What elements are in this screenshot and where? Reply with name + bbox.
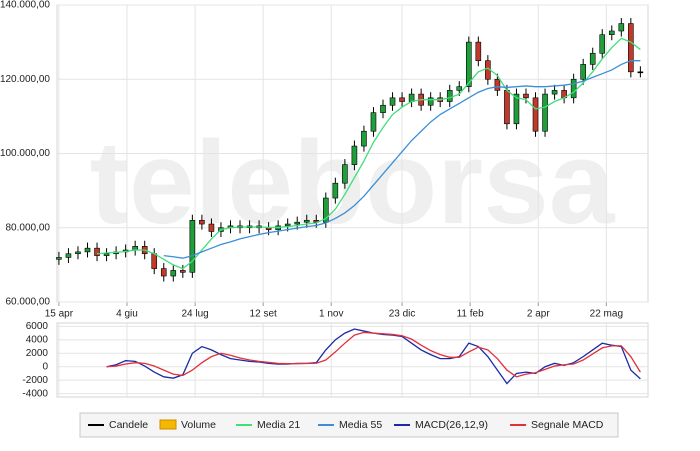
x-tick-label: 22 mag	[590, 309, 623, 320]
candle-body	[323, 197, 329, 223]
candle-body	[199, 220, 205, 225]
candle-body	[284, 223, 291, 227]
candle-body	[208, 223, 215, 232]
x-tick-label: 4 giu	[116, 309, 138, 320]
candle-body	[94, 247, 100, 256]
candle-body	[504, 90, 510, 125]
x-tick-label: 12 set	[250, 309, 277, 320]
y-tick-label: 0	[42, 361, 48, 372]
candle-body	[542, 93, 548, 132]
y-tick-label: 4000	[26, 334, 49, 345]
candle-body	[513, 93, 520, 125]
candle-body	[570, 78, 577, 99]
candle-body	[332, 182, 339, 199]
y-tick-label: 60.000,00	[6, 297, 51, 308]
candle-body	[456, 86, 463, 91]
legend-label: Segnale MACD	[531, 419, 604, 431]
candle-body	[342, 164, 348, 184]
x-tick-label: 2 apr	[527, 309, 550, 320]
candle-body	[408, 93, 415, 102]
legend-label: Media 21	[257, 419, 300, 431]
candle-body	[160, 268, 167, 277]
candle-body	[399, 97, 405, 102]
candle-body	[189, 220, 196, 273]
legend-label: Media 55	[339, 419, 382, 431]
x-tick-label: 24 lug	[181, 309, 208, 320]
candle-body	[523, 93, 529, 99]
candle-body	[380, 104, 386, 113]
watermark: teleborsa	[90, 117, 616, 249]
legend-label: Volume	[181, 419, 216, 431]
series-line	[96, 37, 641, 270]
candle-body	[370, 112, 377, 132]
y-tick-label: 80.000,00	[6, 222, 51, 233]
legend-label: Candele	[109, 419, 148, 431]
y-tick-label: 2000	[26, 348, 49, 359]
candle-body	[589, 52, 596, 65]
candle-body	[628, 23, 634, 73]
candle-body	[532, 97, 539, 132]
y-tick-label: 100.000,00	[0, 148, 50, 159]
candle-body	[361, 130, 367, 147]
x-tick-label: 23 dic	[389, 309, 416, 320]
candle-body	[170, 270, 177, 277]
candle-body	[637, 71, 644, 74]
candle-body	[551, 90, 558, 95]
series-line	[163, 60, 641, 259]
candle-body	[103, 253, 110, 256]
candle-body	[494, 78, 501, 91]
y-tick-label: 6000	[26, 321, 49, 332]
candle-body	[84, 247, 91, 253]
legend-label: MACD(26,12,9)	[415, 419, 488, 431]
candle-body	[75, 251, 81, 255]
macd-frame	[56, 322, 649, 398]
candle-body	[389, 97, 396, 106]
candle-body	[580, 64, 586, 80]
candle-body	[427, 97, 434, 106]
legend-swatch	[159, 419, 177, 430]
candle-body	[599, 34, 606, 54]
series-line	[106, 331, 641, 378]
candle-body	[446, 90, 453, 102]
y-tick-label: -4000	[22, 388, 48, 399]
candle-body	[465, 41, 472, 87]
candle-body	[303, 220, 310, 223]
candle-body	[294, 221, 301, 225]
candle-body	[608, 30, 615, 35]
candle-body	[180, 270, 186, 273]
x-tick-label: 1 nov	[319, 309, 343, 320]
candle-body	[475, 41, 482, 61]
candle-body	[56, 257, 62, 260]
x-tick-label: 11 feb	[457, 309, 484, 320]
y-tick-label: 140.000,00	[0, 0, 50, 11]
candle-body	[151, 253, 158, 269]
y-tick-label: -2000	[22, 375, 48, 386]
candle-body	[618, 23, 625, 32]
y-tick-label: 120.000,00	[0, 74, 50, 85]
x-tick-label: 15 apr	[45, 309, 74, 320]
candle-body	[65, 253, 72, 258]
candle-body	[351, 145, 358, 165]
